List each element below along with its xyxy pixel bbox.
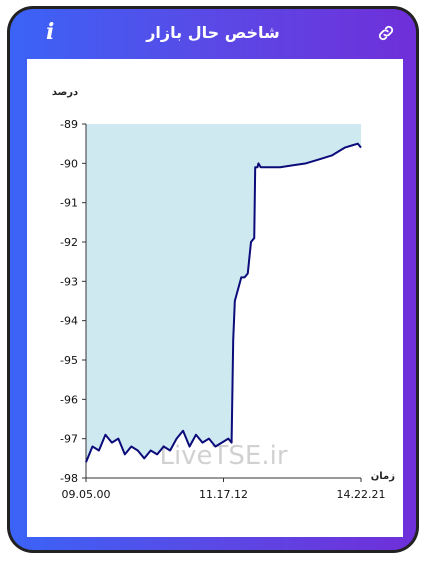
- area-fill: [86, 124, 361, 463]
- header-bar: i شاخص حال بازار: [10, 9, 416, 55]
- y-tick-label: -92: [60, 236, 78, 249]
- chart-panel: درصد زمان LiveTSE.ir -89 -90 -91 -92 -93 -94 -9…: [27, 59, 403, 537]
- x-tick-label: 11.17.12: [199, 488, 248, 501]
- y-tick-label: -94: [60, 315, 78, 328]
- series-line: [85, 142, 362, 463]
- y-tick-label: -90: [60, 157, 78, 170]
- plot-area: LiveTSE.ir -89 -90 -91 -92 -93 -94 -95 -96 -97 -98…: [60, 118, 385, 501]
- x-tick-label: 14.22.21: [337, 488, 386, 501]
- y-tick-label: -95: [60, 354, 78, 367]
- y-tick-label: -89: [60, 118, 78, 131]
- info-icon[interactable]: i: [46, 19, 55, 45]
- app-card: i شاخص حال بازار درصد زمان LiveTSE.ir -89…: [10, 9, 416, 550]
- y-tick-label: -98: [60, 472, 78, 485]
- watermark: LiveTSE.ir: [159, 441, 287, 471]
- x-axis-label: زمان: [371, 471, 395, 482]
- app-frame: i شاخص حال بازار درصد زمان LiveTSE.ir -89…: [7, 6, 419, 553]
- y-tick-label: -93: [60, 275, 78, 288]
- y-tick-label: -97: [60, 433, 78, 446]
- y-tick-label: -96: [60, 393, 78, 406]
- y-axis-label: درصد: [52, 87, 78, 98]
- chart-svg: درصد زمان LiveTSE.ir -89 -90 -91 -92 -93 -94 -9…: [52, 87, 395, 501]
- x-tick-label: 09.05.00: [62, 488, 111, 501]
- y-tick-label: -91: [60, 197, 78, 210]
- link-icon[interactable]: [376, 23, 396, 43]
- page-title: شاخص حال بازار: [146, 22, 280, 42]
